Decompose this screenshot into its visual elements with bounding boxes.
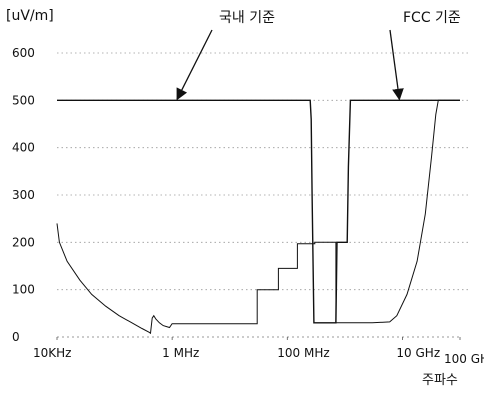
annotation-domestic-label: 국내 기준 [219, 10, 275, 26]
series-line-fcc [56, 99, 460, 335]
tick-label-layer: 0 100 200 300 400 500 600 10KHz 1 MHz 100 MHz 10 G… [12, 46, 484, 366]
x-tick-label: 100 MHz [277, 346, 329, 360]
series-line-domestic [57, 99, 460, 324]
axis-layer [56, 336, 461, 340]
annotation-fcc-arrow [389, 29, 404, 101]
y-tick-label: 200 [12, 235, 35, 249]
y-tick-label: 500 [12, 93, 35, 107]
annotation-fcc-label: FCC 기준 [403, 10, 461, 26]
series-layer [56, 99, 460, 335]
x-tick-label: 10 GHz [396, 346, 440, 360]
y-axis-unit-label: [uV/m] [6, 8, 54, 24]
y-tick-label: 600 [12, 46, 35, 60]
y-tick-label: 300 [12, 188, 35, 202]
x-tick-label: 10KHz [33, 346, 71, 360]
x-tick-label: 100 GHz [444, 352, 484, 366]
x-axis-label: 주파수 [422, 373, 458, 388]
annotation-domestic-arrow [176, 29, 213, 101]
grid-layer [57, 52, 470, 291]
x-tick-label: 1 MHz [162, 346, 199, 360]
y-tick-label: 400 [12, 141, 35, 155]
y-tick-label: 100 [12, 283, 35, 297]
y-tick-label: 0 [12, 330, 20, 344]
